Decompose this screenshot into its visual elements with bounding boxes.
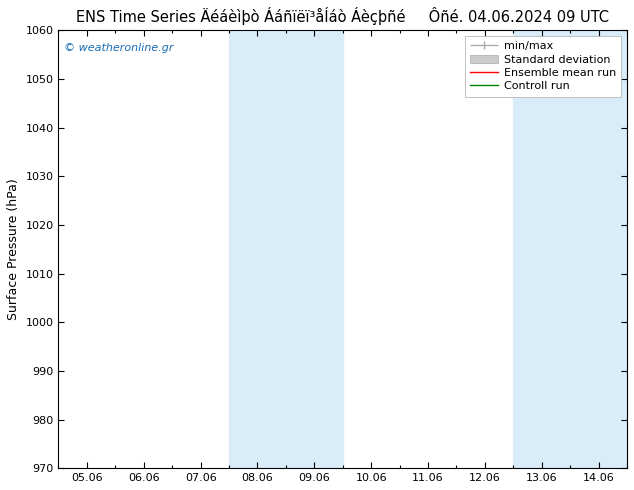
Y-axis label: Surface Pressure (hPa): Surface Pressure (hPa) (7, 178, 20, 320)
Title: ENS Time Series Äéáèìþò Ááñïëï³åÍáò Áèçþñé     Ôñé. 04.06.2024 09 UTC: ENS Time Series Äéáèìþò Ááñïëï³åÍáò Áèçþ… (76, 7, 609, 25)
Legend: min/max, Standard deviation, Ensemble mean run, Controll run: min/max, Standard deviation, Ensemble me… (465, 36, 621, 97)
Bar (514, 30, 627, 468)
Text: © weatheronline.gr: © weatheronline.gr (64, 44, 174, 53)
Bar (229, 30, 343, 468)
